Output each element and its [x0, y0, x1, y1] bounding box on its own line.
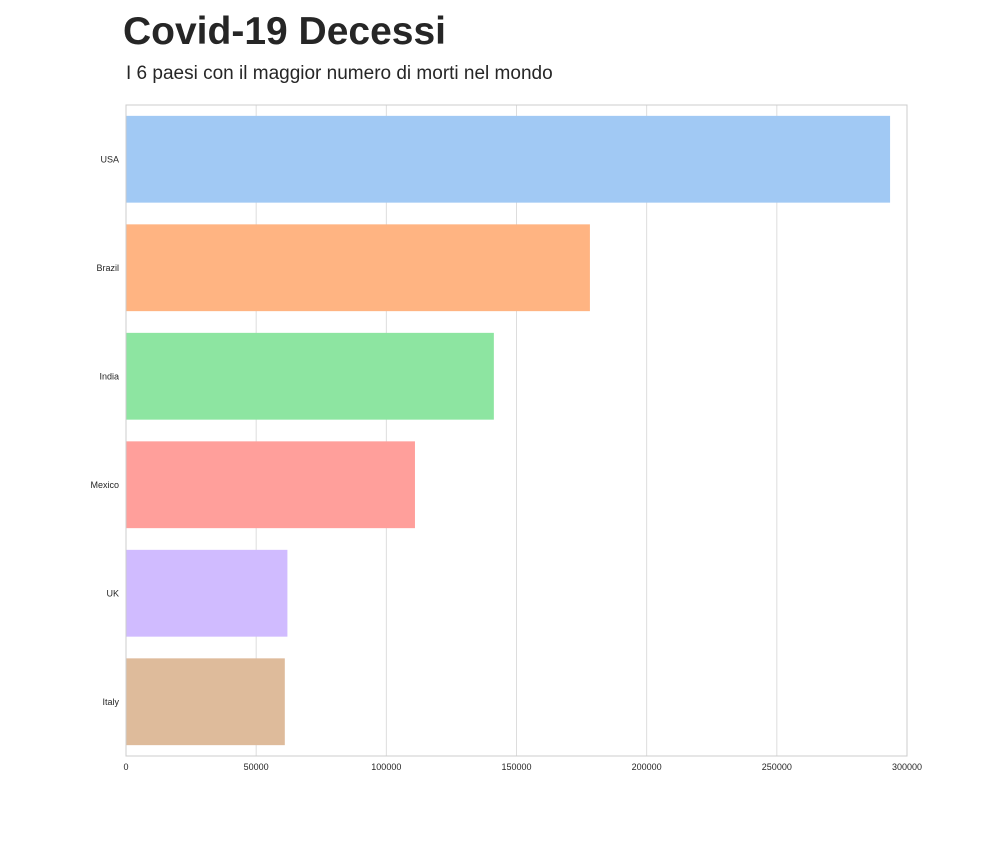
- y-tick-label: India: [99, 371, 119, 381]
- x-tick-label: 0: [123, 762, 128, 772]
- chart-subtitle: I 6 paesi con il maggior numero di morti…: [126, 63, 553, 84]
- bars: [126, 115, 891, 746]
- x-tick-label: 150000: [501, 762, 531, 772]
- y-tick-label: UK: [106, 588, 119, 598]
- x-tick-label: 250000: [762, 762, 792, 772]
- y-tick-label: Brazil: [96, 263, 119, 273]
- x-tick-label: 200000: [632, 762, 662, 772]
- y-tick-label: USA: [100, 154, 119, 164]
- bar-uk: [126, 549, 288, 637]
- y-tick-label: Mexico: [90, 480, 119, 490]
- plot-frame: [125, 104, 908, 757]
- x-tick-label: 300000: [892, 762, 922, 772]
- bar-india: [126, 332, 494, 420]
- bar-italy: [126, 658, 285, 746]
- y-tick-label: Italy: [102, 697, 119, 707]
- bar-brazil: [126, 224, 590, 312]
- x-tick-label: 50000: [244, 762, 269, 772]
- chart-title: Covid-19 Decessi: [123, 10, 446, 53]
- bar-usa: [126, 115, 891, 203]
- y-tick-labels: USA Brazil India Mexico UK Italy: [90, 154, 119, 707]
- bar-mexico: [126, 441, 415, 529]
- x-tick-labels: 0 50000 100000 150000 200000 250000 300000: [123, 762, 922, 772]
- x-tick-label: 100000: [371, 762, 401, 772]
